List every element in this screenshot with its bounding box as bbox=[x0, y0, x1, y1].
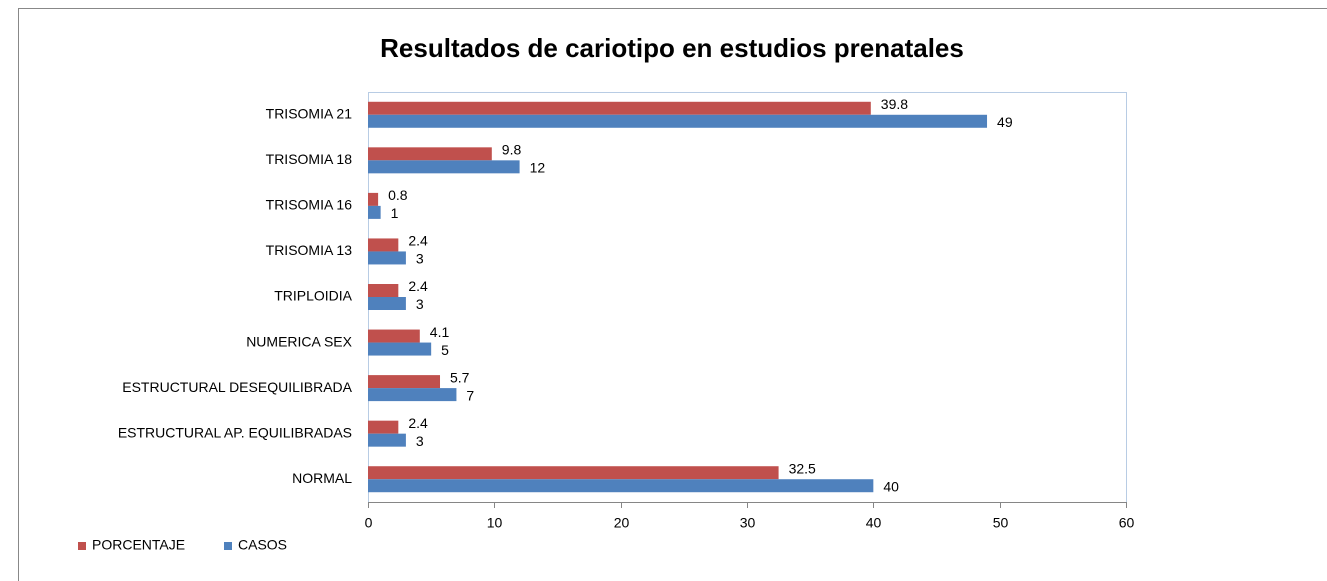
bar bbox=[368, 297, 406, 310]
bar bbox=[368, 160, 520, 174]
x-tick-label: 50 bbox=[993, 515, 1009, 531]
bar bbox=[368, 114, 988, 128]
value-label: 3 bbox=[416, 251, 424, 267]
y-tick-label: TRIPLOIDIA bbox=[274, 288, 352, 304]
value-label: 2.4 bbox=[408, 415, 428, 431]
value-label: 5 bbox=[441, 342, 449, 358]
value-label: 49 bbox=[997, 114, 1013, 130]
bar bbox=[368, 375, 441, 389]
y-tick-label: TRISOMIA 18 bbox=[266, 151, 353, 167]
legend-label: CASOS bbox=[238, 537, 287, 553]
value-label: 3 bbox=[416, 296, 424, 312]
bar bbox=[368, 284, 399, 297]
bar bbox=[368, 433, 406, 447]
y-tick-label: NUMERICA SEX bbox=[246, 333, 352, 349]
value-label: 5.7 bbox=[450, 369, 470, 385]
y-tick-label: NORMAL bbox=[292, 470, 352, 486]
bar bbox=[368, 192, 379, 206]
bar bbox=[368, 205, 381, 219]
y-tick-label: ESTRUCTURAL DESEQUILIBRADA bbox=[122, 379, 352, 395]
bar bbox=[368, 342, 432, 356]
x-tick-label: 20 bbox=[614, 515, 630, 531]
value-label: 12 bbox=[530, 160, 546, 176]
legend-swatch bbox=[78, 542, 86, 550]
x-tick-label: 0 bbox=[365, 515, 373, 531]
bar bbox=[368, 101, 871, 115]
value-label: 39.8 bbox=[881, 96, 908, 112]
bar bbox=[368, 147, 492, 161]
bar bbox=[368, 388, 457, 402]
value-label: 32.5 bbox=[789, 460, 816, 476]
x-tick-label: 60 bbox=[1119, 515, 1135, 531]
y-tick-label: TRISOMIA 16 bbox=[266, 197, 353, 213]
x-tick-label: 40 bbox=[866, 515, 882, 531]
chart-title: Resultados de cariotipo en estudios pren… bbox=[380, 33, 964, 63]
bar bbox=[368, 479, 874, 493]
value-label: 1 bbox=[391, 205, 399, 221]
value-label: 2.4 bbox=[408, 233, 428, 249]
value-label: 3 bbox=[416, 433, 424, 449]
value-label: 40 bbox=[883, 478, 899, 494]
y-tick-label: ESTRUCTURAL AP. EQUILIBRADAS bbox=[118, 424, 352, 440]
legend-label: PORCENTAJE bbox=[92, 537, 185, 553]
bar bbox=[368, 329, 420, 343]
bar bbox=[368, 420, 399, 434]
x-tick-label: 30 bbox=[740, 515, 756, 531]
value-label: 0.8 bbox=[388, 187, 408, 203]
bar bbox=[368, 238, 399, 252]
bar bbox=[368, 251, 406, 265]
legend-swatch bbox=[224, 542, 232, 550]
chart-frame bbox=[18, 8, 1327, 581]
value-label: 9.8 bbox=[502, 142, 522, 158]
value-label: 2.4 bbox=[408, 278, 428, 294]
bar bbox=[368, 466, 779, 480]
value-label: 7 bbox=[466, 387, 474, 403]
y-tick-label: TRISOMIA 21 bbox=[266, 105, 353, 121]
y-tick-label: TRISOMIA 13 bbox=[266, 242, 353, 258]
x-tick-label: 10 bbox=[487, 515, 503, 531]
value-label: 4.1 bbox=[430, 324, 450, 340]
